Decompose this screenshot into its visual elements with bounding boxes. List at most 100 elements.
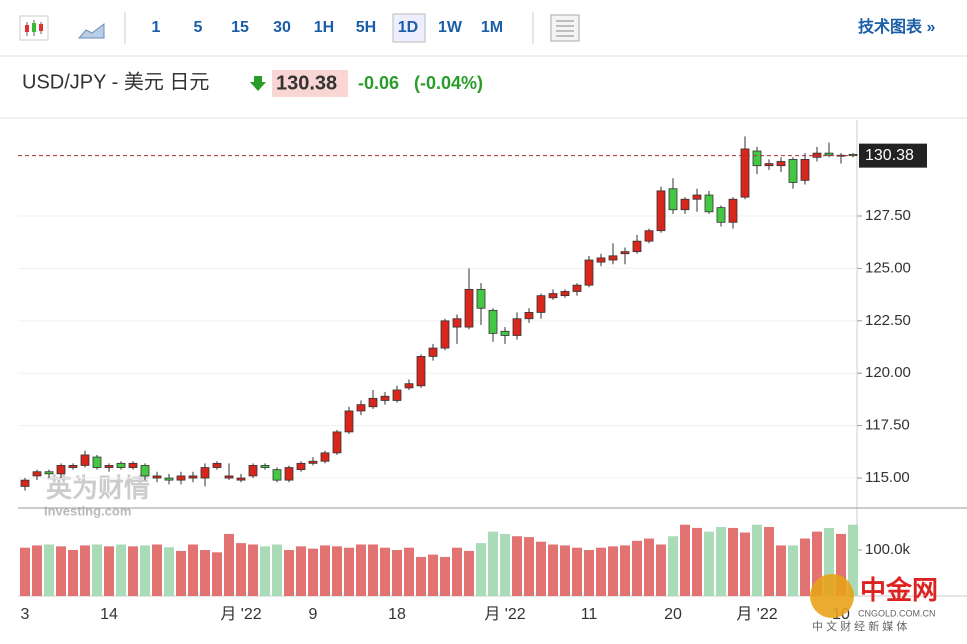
- active-interval: [392, 13, 426, 43]
- y-tick-label: 127.50: [865, 207, 911, 224]
- volume-bar: [176, 550, 186, 596]
- volume-bar: [452, 547, 462, 596]
- interval-btn[interactable]: 1W: [438, 19, 463, 36]
- candle-icon-green: [32, 23, 36, 32]
- volume-bar: [716, 527, 726, 596]
- interval-btn[interactable]: 1: [152, 19, 161, 36]
- interval-btn[interactable]: 5H: [356, 19, 376, 36]
- volume-bar: [260, 546, 270, 596]
- volume-bar: [44, 544, 54, 596]
- candle-body: [296, 462, 306, 471]
- volume-bar: [320, 545, 330, 596]
- area-btn[interactable]: [77, 23, 105, 39]
- volume-bar: [116, 544, 126, 596]
- interval-btn[interactable]: 1D: [398, 19, 418, 36]
- volume-bar: [488, 531, 498, 596]
- watermark-site: Investing.com: [44, 503, 131, 518]
- candle-body: [788, 159, 798, 183]
- volume-bar: [620, 545, 630, 596]
- candle-body: [20, 479, 30, 487]
- volume-bar: [188, 544, 198, 596]
- candle-body: [716, 207, 726, 223]
- last-price-box: [859, 143, 927, 168]
- volume-bar: [704, 531, 714, 596]
- candle-body: [704, 194, 714, 213]
- logo-icon: [810, 574, 854, 618]
- volume-bar: [248, 544, 258, 596]
- volume-bar: [464, 550, 474, 596]
- volume-bar: [344, 547, 354, 596]
- candle-body: [140, 465, 150, 477]
- volume-bar: [404, 547, 414, 596]
- y-tick-label: 120.00: [865, 364, 911, 381]
- candle-body: [116, 462, 126, 468]
- candle-body: [68, 465, 78, 468]
- volume-bar: [800, 538, 810, 596]
- candle-body: [368, 397, 378, 408]
- tech-chart-link[interactable]: 技术图表 »: [858, 17, 935, 36]
- candle-body: [548, 293, 558, 299]
- volume-bar: [728, 527, 738, 596]
- interval-btn[interactable]: 15: [231, 19, 249, 36]
- candle-body: [596, 257, 606, 263]
- y-tick-label: 122.50: [865, 312, 911, 329]
- candle-body: [176, 475, 186, 481]
- candle-body: [632, 240, 642, 253]
- interval-btn[interactable]: 30: [273, 19, 291, 36]
- volume-bar: [392, 550, 402, 596]
- candle-body: [272, 469, 282, 481]
- volume-bar: [512, 536, 522, 596]
- candle-body: [728, 198, 738, 223]
- layout-icon: [556, 20, 574, 37]
- candle-body: [284, 467, 294, 481]
- volume-bar: [548, 544, 558, 596]
- candle-body: [452, 318, 462, 328]
- volume-bar: [632, 540, 642, 596]
- candle-body: [668, 188, 678, 211]
- layout-btn[interactable]: [550, 14, 580, 42]
- volume-bar: [128, 546, 138, 596]
- volume-bar: [284, 550, 294, 596]
- volume-bar: [596, 547, 606, 596]
- candle-body: [584, 259, 594, 286]
- candle-body: [332, 431, 342, 454]
- candle-body: [476, 288, 486, 309]
- candle-icon-red: [25, 25, 29, 32]
- volume-bar: [848, 524, 858, 596]
- toolbar: 技术图表 »: [19, 12, 935, 44]
- interval-btn[interactable]: 1M: [481, 19, 503, 36]
- volume-bar: [812, 531, 822, 596]
- volume-bar: [656, 544, 666, 596]
- last-price-label: 130.38: [865, 147, 914, 164]
- candle-body: [236, 477, 246, 481]
- candle-body: [416, 356, 426, 387]
- candle-body: [464, 288, 474, 328]
- candle-btn[interactable]: [19, 15, 49, 41]
- candle-body: [152, 475, 162, 479]
- volume-bar: [164, 547, 174, 596]
- candle-body: [512, 318, 522, 336]
- candle-body: [32, 471, 42, 477]
- volume-bar: [56, 546, 66, 596]
- candle-body: [224, 475, 234, 479]
- candle-body: [44, 471, 54, 475]
- change: -0.06: [358, 73, 399, 93]
- volume-bar: [308, 548, 318, 596]
- x-tick-label: 20: [664, 606, 682, 623]
- interval-btn[interactable]: 5: [194, 19, 203, 36]
- volume-bar: [824, 527, 834, 596]
- candle-body: [428, 347, 438, 357]
- candle-body: [212, 462, 222, 468]
- candle-body: [380, 395, 390, 401]
- volume-bar: [572, 547, 582, 596]
- candle-body: [404, 383, 414, 389]
- volume-bar: [608, 546, 618, 596]
- candle-body: [92, 456, 102, 468]
- candle-body: [320, 452, 330, 462]
- candle-body: [536, 295, 546, 313]
- volume-bar: [200, 550, 210, 596]
- interval-btn[interactable]: 1H: [314, 19, 334, 36]
- volume-bar: [668, 536, 678, 596]
- volume-bar: [500, 533, 510, 596]
